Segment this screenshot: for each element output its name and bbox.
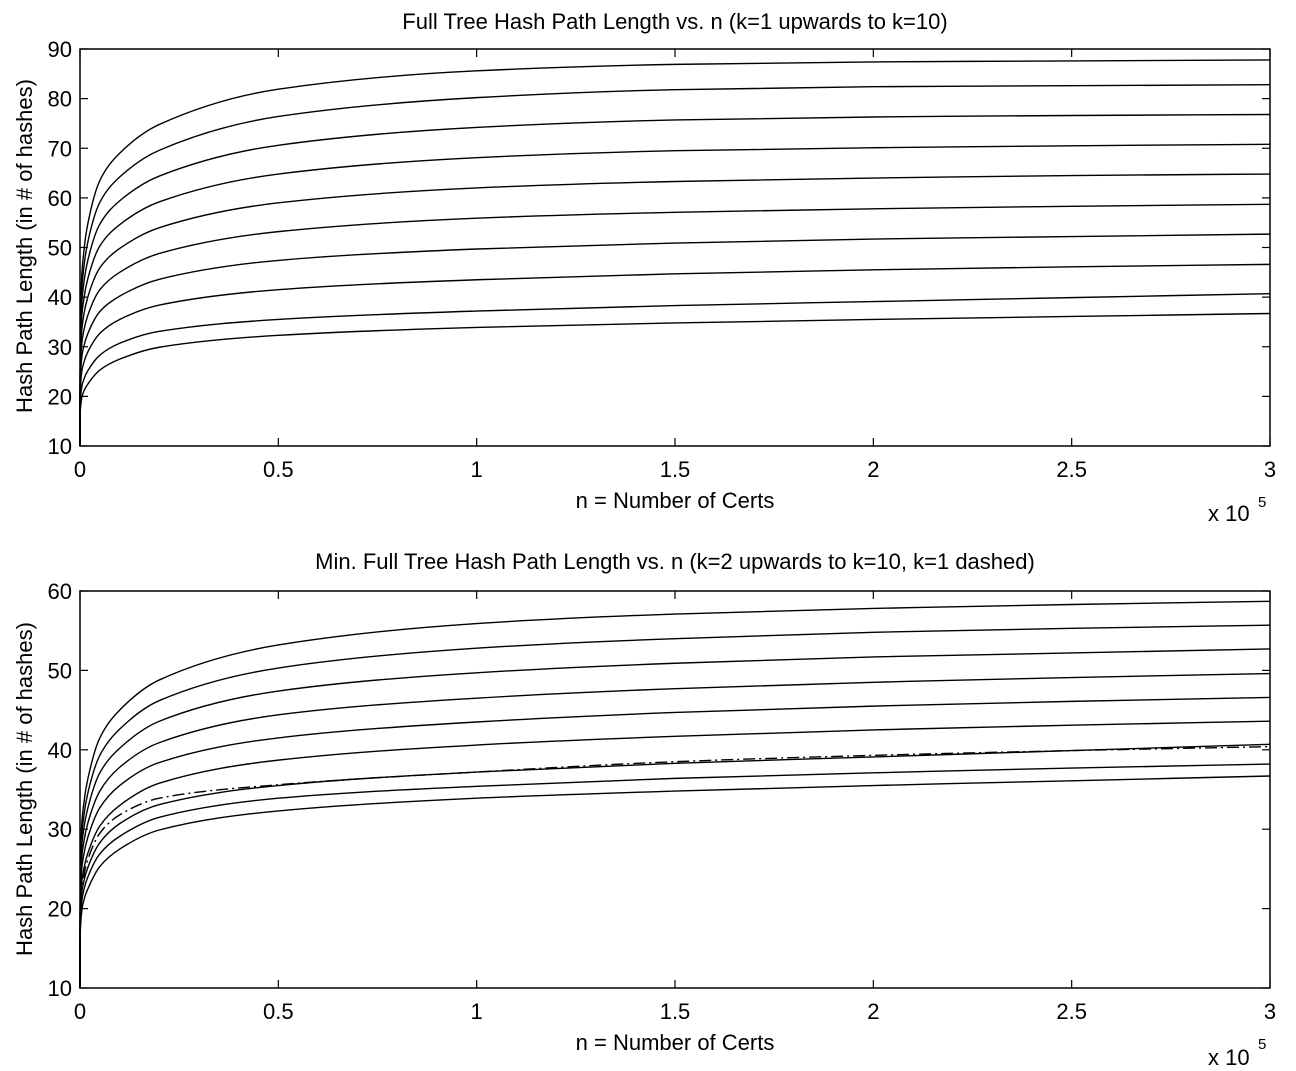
chart-bottom-xtick-label: 0.5 [263,999,294,1024]
chart-bottom-ytick-label: 10 [48,976,72,1001]
chart-bottom-title: Min. Full Tree Hash Path Length vs. n (k… [315,549,1035,574]
chart-top-ytick-label: 80 [48,87,72,112]
chart-bottom-ytick-label: 20 [48,897,72,922]
chart-top-x-multiplier: x 10 [1208,501,1250,526]
chart-top-ytick-label: 30 [48,335,72,360]
chart-bottom-plot-area: 0 0.5 1 1.5 2 2.5 3 10 20 30 40 50 60 [48,579,1277,1024]
chart-top-xlabel: n = Number of Certs [576,488,775,513]
chart-top-xtick-label: 0.5 [263,457,294,482]
chart-bottom-x-multiplier: x 10 [1208,1045,1250,1070]
chart-top-x-multiplier-base: x 10 [1208,501,1250,526]
chart-bottom-axes-frame [79,590,1271,989]
chart-top-series-line-1 [79,312,1271,447]
chart-bottom-xtick-label: 1 [471,999,483,1024]
chart-top: Full Tree Hash Path Length vs. n (k=1 up… [12,9,1276,526]
chart-top-ylabel: Hash Path Length (in # of hashes) [12,79,37,413]
chart-bottom-series-line-9 [79,624,1271,989]
chart-top-ytick-label: 60 [48,186,72,211]
chart-bottom-series-line-7 [79,672,1271,989]
chart-bottom-xtick-label: 0 [74,999,86,1024]
chart-bottom-series-line-4 [79,743,1271,989]
chart-bottom-x-multiplier-base: x 10 [1208,1045,1250,1070]
chart-top-xtick-label: 1 [471,457,483,482]
chart-bottom-ytick-label: 30 [48,817,72,842]
chart-top-ytick-label: 70 [48,136,72,161]
chart-bottom-xtick-label: 3 [1264,999,1276,1024]
chart-top-series-line-10 [79,59,1271,447]
chart-top-plot-area: 0 0.5 1 1.5 2 2.5 3 10 20 30 40 50 60 70 80 90 [48,37,1277,482]
chart-bottom-xtick-label: 1.5 [660,999,691,1024]
chart-bottom-series-line-5 [79,720,1271,989]
chart-top-ytick-label: 20 [48,384,72,409]
chart-top-xtick-label: 2 [867,457,879,482]
chart-bottom-ytick-label: 40 [48,738,72,763]
chart-top-series-line-3 [79,263,1271,447]
chart-bottom-xtick-label: 2 [867,999,879,1024]
chart-top-series-line-7 [79,143,1271,447]
chart-bottom-ytick-label: 60 [48,579,72,604]
chart-top-series-line-4 [79,233,1271,447]
chart-bottom: Min. Full Tree Hash Path Length vs. n (k… [12,549,1276,1070]
chart-top-xtick-label: 3 [1264,457,1276,482]
chart-bottom-series-line-2 [79,775,1271,989]
chart-bottom-series-line-8 [79,648,1271,989]
chart-top-ytick-label: 50 [48,236,72,261]
chart-top-ytick-label: 10 [48,434,72,459]
chart-bottom-series-line-6 [79,696,1271,989]
chart-top-series-line-8 [79,113,1271,447]
chart-top-xtick-label: 0 [74,457,86,482]
chart-bottom-xlabel: n = Number of Certs [576,1030,775,1055]
chart-top-xtick-label: 1.5 [660,457,691,482]
chart-top-series-line-2 [79,292,1271,447]
chart-top-series-line-6 [79,173,1271,447]
chart-bottom-series-line-10 [79,600,1271,989]
chart-top-xtick-label: 2.5 [1056,457,1087,482]
chart-top-series-line-9 [79,84,1271,447]
chart-bottom-x-multiplier-exp: 5 [1258,1036,1266,1053]
chart-bottom-series-line-1 [79,745,1271,989]
chart-top-axes-frame [79,48,1271,447]
chart-top-series-line-5 [79,203,1271,447]
chart-top-ytick-label: 90 [48,37,72,62]
chart-bottom-xtick-label: 2.5 [1056,999,1087,1024]
chart-bottom-ylabel: Hash Path Length (in # of hashes) [12,622,37,956]
chart-top-title: Full Tree Hash Path Length vs. n (k=1 up… [402,9,947,34]
chart-top-x-multiplier-exp: 5 [1258,494,1266,511]
chart-bottom-series-line-3 [79,763,1271,989]
chart-top-ytick-label: 40 [48,285,72,310]
chart-bottom-ytick-label: 50 [48,658,72,683]
